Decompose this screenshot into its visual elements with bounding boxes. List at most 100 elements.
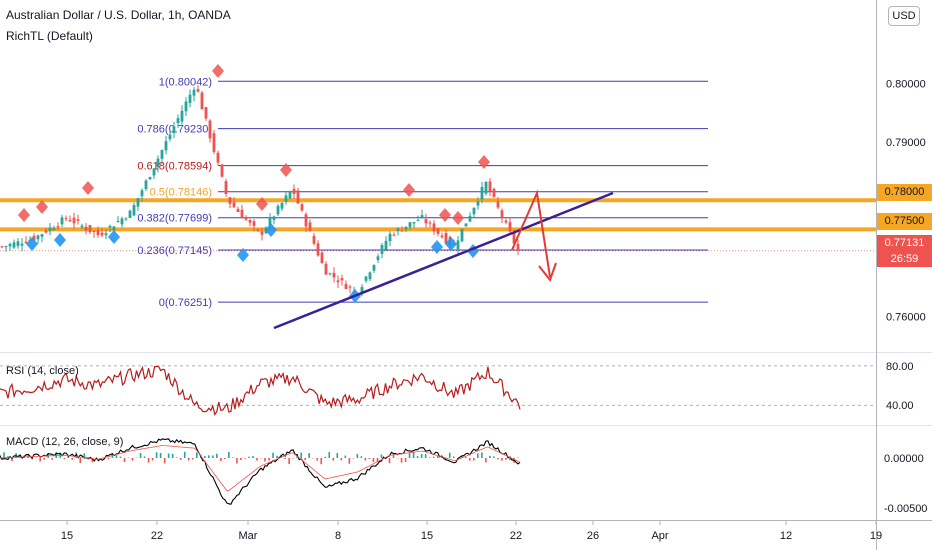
- pivot-high-marker: [280, 163, 292, 177]
- x-tick-label: 19: [870, 530, 882, 542]
- candle-body: [140, 190, 144, 197]
- candle-body: [336, 280, 340, 283]
- candle-body: [216, 152, 220, 163]
- symbol-title: Australian Dollar / U.S. Dollar, 1h, OAN…: [6, 8, 231, 22]
- x-tick-label: 22: [510, 530, 522, 542]
- candle-body: [104, 233, 108, 236]
- macd-pane[interactable]: MACD (12, 26, close, 9): [0, 436, 521, 505]
- x-tick-label: Mar: [239, 530, 258, 542]
- candle-body: [196, 89, 200, 92]
- price-pane[interactable]: 1(0.80042)0.786(0.79230)0.618(0.78594)0.…: [0, 64, 876, 330]
- candle-body: [240, 209, 244, 219]
- x-tick-label: 15: [421, 530, 433, 542]
- candle-body: [268, 217, 272, 226]
- candle-body: [324, 263, 328, 275]
- candle-body: [424, 219, 428, 224]
- candle-body: [344, 284, 348, 289]
- candle-body: [0, 246, 4, 248]
- candle-body: [4, 246, 8, 248]
- candle-body: [228, 197, 232, 204]
- rsi-title: RSI (14, close): [6, 365, 79, 377]
- candle-body: [292, 188, 296, 194]
- candle-body: [436, 228, 440, 234]
- candle-body: [120, 218, 124, 225]
- candle-body: [164, 141, 168, 151]
- rsi-tick-label: 40.00: [886, 400, 914, 412]
- indicator-label: RichTL (Default): [6, 29, 93, 43]
- pivot-high-marker: [256, 197, 268, 211]
- x-tick-label: 8: [335, 530, 341, 542]
- candle-body: [300, 204, 304, 211]
- pivot-high-marker: [18, 208, 30, 222]
- pivot-low-marker: [265, 223, 277, 237]
- candle-body: [48, 227, 52, 232]
- candle-body: [456, 240, 460, 250]
- rsi-pane[interactable]: RSI (14, close): [0, 365, 876, 416]
- candle-body: [76, 219, 80, 221]
- candle-body: [296, 190, 300, 204]
- candle-body: [224, 181, 228, 194]
- candle-body: [204, 107, 208, 119]
- candle-body: [184, 101, 188, 112]
- candle-body: [36, 235, 40, 240]
- macd-tick-label: 0.00000: [884, 453, 924, 465]
- candle-body: [372, 264, 376, 271]
- candle-body: [492, 188, 496, 197]
- candle-body: [500, 210, 504, 218]
- candle-body: [272, 216, 276, 221]
- fib-label-2: 0.618(0.78594): [137, 161, 212, 173]
- candle-body: [400, 230, 404, 232]
- candle-body: [380, 245, 384, 254]
- candle-body: [508, 222, 512, 232]
- candle-body: [280, 202, 284, 209]
- candle-body: [472, 207, 476, 215]
- currency-button[interactable]: USD: [888, 6, 920, 26]
- candle-body: [128, 210, 132, 219]
- pivot-low-marker: [237, 248, 249, 262]
- candle-body: [460, 228, 464, 242]
- candle-body: [152, 168, 156, 176]
- candle-body: [252, 221, 256, 226]
- candle-body: [132, 205, 136, 216]
- candle-body: [188, 94, 192, 103]
- x-tick-label: 12: [780, 530, 792, 542]
- candle-body: [160, 150, 164, 159]
- candle-body: [368, 272, 372, 280]
- candle-body: [100, 232, 104, 236]
- candle-body: [16, 241, 20, 246]
- candle-body: [156, 158, 160, 168]
- pivot-low-marker: [54, 233, 66, 247]
- candle-body: [232, 202, 236, 208]
- candle-body: [72, 217, 76, 224]
- candle-body: [108, 225, 112, 228]
- candle-body: [464, 223, 468, 227]
- fib-label-4: 0.382(0.77699): [137, 213, 212, 225]
- pivot-high-marker: [36, 200, 48, 214]
- candle-body: [116, 220, 120, 222]
- countdown-tag: 26:59: [877, 251, 932, 267]
- candle-body: [396, 228, 400, 232]
- candle-body: [172, 126, 176, 133]
- candle-body: [192, 89, 196, 96]
- candle-body: [384, 240, 388, 250]
- candle-body: [112, 226, 116, 231]
- candle-body: [144, 180, 148, 190]
- forecast-arrow: [511, 189, 551, 278]
- candle-body: [328, 273, 332, 275]
- candle-body: [8, 244, 12, 247]
- price-tick-label: 0.76000: [886, 312, 926, 324]
- candle-body: [276, 205, 280, 215]
- candle-body: [32, 235, 36, 241]
- candle-body: [332, 272, 336, 278]
- pivot-low-marker: [445, 237, 457, 251]
- price-tick-label: 0.80000: [886, 79, 926, 91]
- candle-body: [88, 225, 92, 233]
- signal-line: [0, 444, 521, 492]
- x-tick-label: 22: [151, 530, 163, 542]
- candle-body: [496, 201, 500, 208]
- candle-body: [24, 241, 28, 243]
- pivot-low-marker: [108, 230, 120, 244]
- price-tag-0.775: 0.77500: [877, 213, 932, 230]
